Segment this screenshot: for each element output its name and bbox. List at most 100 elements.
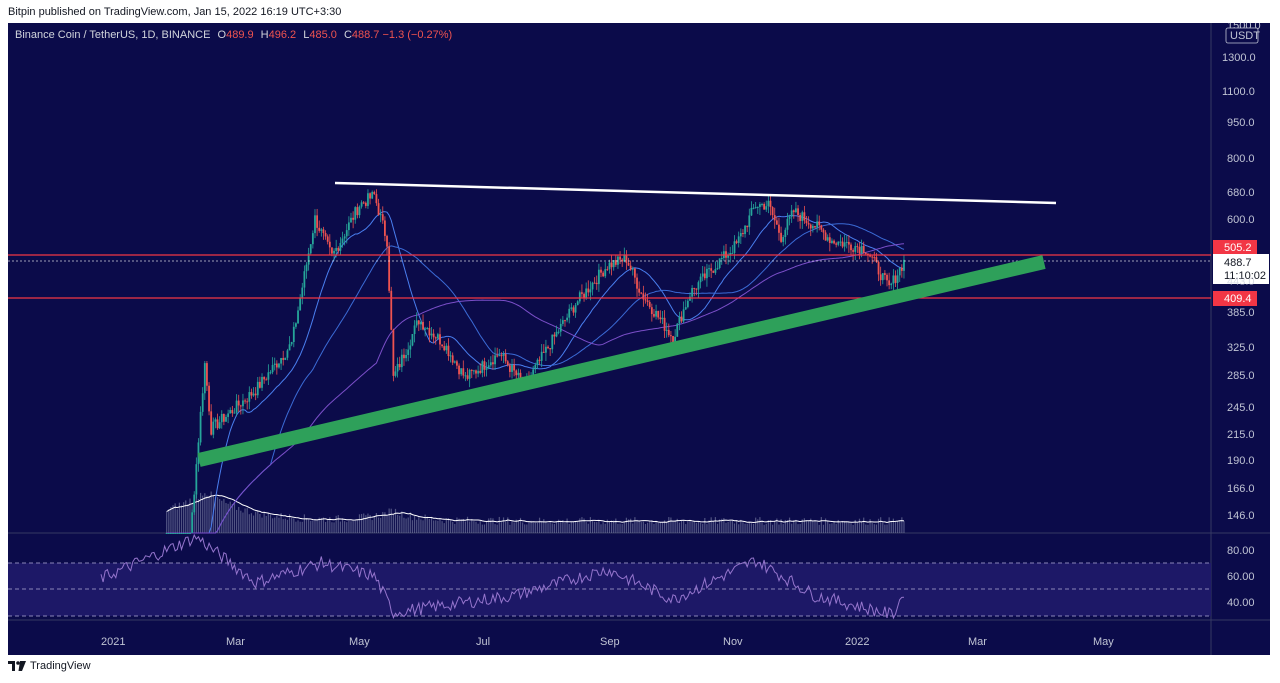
volume-bar (375, 512, 378, 533)
symbol-legend[interactable]: Binance Coin / TetherUS, 1D, BINANCE O48… (15, 29, 452, 41)
volume-bar (278, 517, 280, 533)
volume-bar (549, 522, 551, 533)
candle-body (369, 193, 371, 199)
candle-body (496, 355, 499, 357)
candle-body (756, 206, 759, 208)
candle-body (362, 202, 365, 204)
volume-bar (738, 524, 740, 533)
currency-badge[interactable] (1225, 27, 1259, 44)
candle-body (212, 421, 215, 435)
candle-body (708, 268, 710, 270)
candle-body (570, 307, 573, 309)
volume-bar (178, 502, 180, 533)
candle-body (744, 225, 746, 235)
candle-body (403, 354, 405, 359)
moving-average-line (166, 243, 905, 534)
candle-body (871, 256, 874, 258)
candle-body (424, 328, 427, 330)
candle-body (682, 309, 685, 322)
price-pane[interactable] (8, 23, 1211, 533)
candle-body (646, 300, 649, 302)
volume-bar (166, 511, 168, 533)
volume-bar (350, 521, 352, 533)
candle-body (318, 227, 321, 231)
volume-bar (685, 524, 687, 533)
candle-body (292, 326, 295, 343)
candle-body (358, 206, 361, 216)
current-price-marker (1213, 254, 1269, 284)
candle-body (481, 361, 484, 373)
volume-bar (780, 519, 782, 533)
volume-bar (729, 520, 731, 533)
candle-body (852, 250, 855, 252)
volume-bar (435, 520, 437, 533)
candle-body (367, 193, 369, 206)
volume-bar (407, 517, 409, 533)
candle-body (670, 335, 672, 337)
candle-body (883, 273, 886, 275)
volume-bar (600, 524, 602, 533)
volume-bar (867, 524, 869, 533)
price-tick: 190.0 (1227, 455, 1255, 467)
candle-body (782, 237, 785, 242)
candle-body (415, 320, 418, 326)
candle-body (337, 247, 340, 251)
time-axis[interactable]: 2021 Mar May Jul Sep Nov 2022 Mar May (101, 636, 1114, 648)
volume-bar (882, 522, 884, 533)
candle-body (540, 351, 543, 361)
candle-body (508, 365, 511, 372)
volume-bar (820, 517, 822, 533)
chart-canvas[interactable]: 1500.0 USDT 1300.0 1100.0 950.0 800.0 68… (8, 23, 1270, 655)
volume-bar (543, 519, 545, 533)
candle-body (816, 221, 819, 228)
candle-body (436, 334, 439, 339)
volume-bar (505, 521, 507, 533)
candle-body (178, 533, 181, 534)
candle-body (786, 218, 789, 230)
volume-bar (257, 509, 259, 533)
volume-bar (303, 514, 305, 533)
volume-bar (528, 521, 530, 533)
volume-bar (526, 524, 528, 533)
rsi-axis[interactable]: 80.00 60.00 40.00 (1227, 545, 1255, 609)
candle-body (396, 363, 399, 372)
volume-bar (841, 521, 844, 533)
volume-bar (492, 518, 494, 533)
volume-bar (282, 519, 284, 533)
volume-bar (585, 522, 587, 533)
descending-resistance-trendline[interactable] (334, 181, 1057, 205)
volume-bar (365, 515, 367, 533)
price-axis[interactable]: 1500.0 USDT 1300.0 1100.0 950.0 800.0 68… (1213, 23, 1269, 522)
volume-bar (778, 524, 780, 533)
candle-body (657, 310, 660, 318)
volume-bar (187, 503, 189, 533)
volume-bar (460, 519, 462, 533)
candle-body (663, 317, 666, 331)
volume-bar (816, 521, 818, 533)
volume-bar (333, 522, 335, 533)
volume-bar (769, 520, 772, 533)
candle-body (186, 533, 189, 534)
chart-frame[interactable]: 1500.0 USDT 1300.0 1100.0 950.0 800.0 68… (8, 23, 1270, 655)
candle-body (443, 346, 446, 351)
volume-bar (409, 512, 411, 533)
volume-bar (661, 521, 664, 533)
candle-body (595, 282, 598, 285)
volume-bar (863, 517, 865, 533)
candle-body (258, 381, 261, 388)
volume-bar (625, 517, 628, 533)
candle-body (519, 372, 522, 379)
volume-bar (744, 523, 746, 533)
candle-body (477, 370, 480, 374)
candle-body (182, 533, 185, 534)
candle-body (572, 307, 575, 313)
price-tick: 245.0 (1227, 402, 1255, 414)
volume-bar (511, 521, 513, 533)
candle-body (900, 267, 903, 271)
symbol-name[interactable]: Binance Coin / TetherUS, 1D, BINANCE (15, 29, 211, 41)
price-tick: 166.0 (1227, 483, 1255, 495)
volume-bar (426, 516, 428, 533)
volume-bar (668, 517, 670, 533)
ascending-support-trendline[interactable] (197, 255, 1046, 467)
volume-bar (507, 517, 509, 533)
